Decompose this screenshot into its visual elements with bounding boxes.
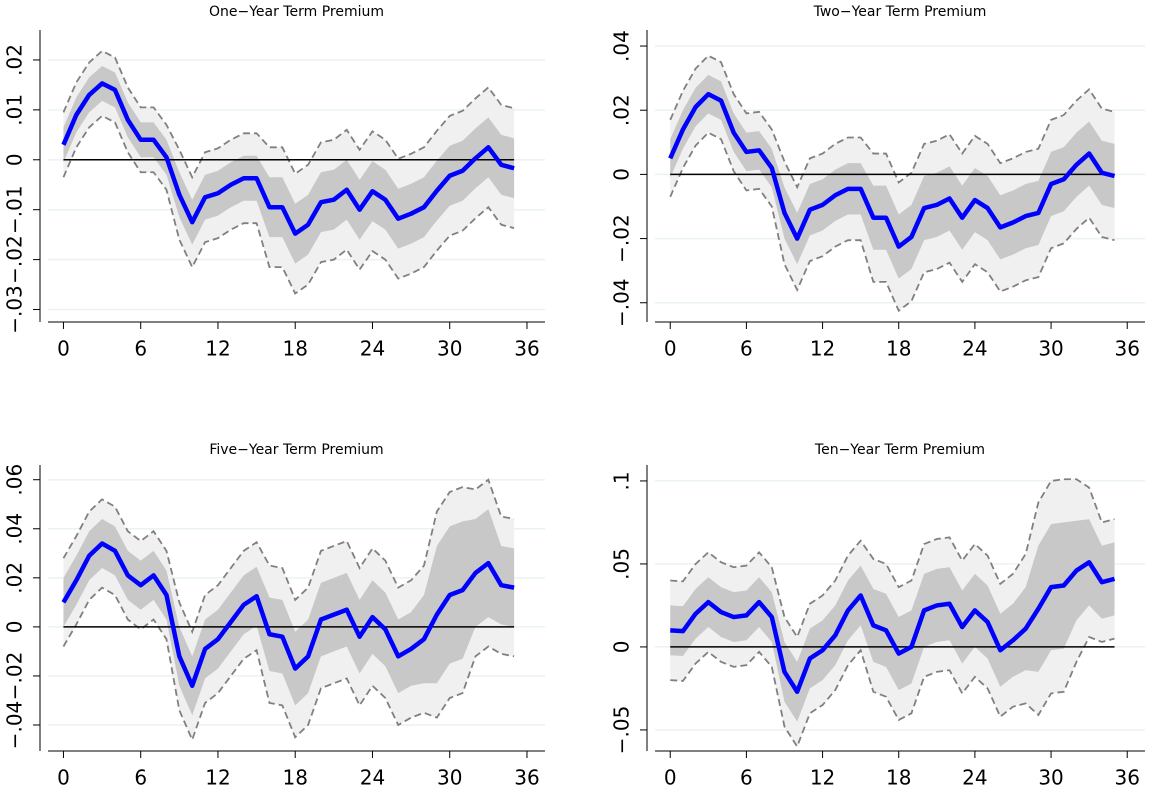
band-edge — [62, 478, 515, 635]
x-tick-label: 12 — [205, 337, 230, 361]
y-tick-label: .04 — [610, 30, 634, 62]
band-edge — [62, 114, 515, 295]
x-tick-label: 24 — [360, 766, 385, 790]
y-tick-label: .02 — [3, 44, 27, 76]
x-tick-label: 36 — [1115, 337, 1140, 361]
x-tick-label: 0 — [57, 337, 70, 361]
band-edge — [670, 635, 1115, 749]
x-tick-label: 24 — [360, 337, 385, 361]
confidence-band — [63, 65, 515, 264]
mean-line — [668, 91, 1116, 249]
mean-line — [670, 560, 1116, 694]
x-tick-label: 0 — [664, 766, 677, 790]
panel: One−Year Term Premium −.03−.02−.01 0 .01 .02… — [3, 4, 545, 361]
mean-line — [61, 81, 515, 236]
y-tick-label: .04 — [3, 513, 27, 545]
x-tick-label: 6 — [740, 337, 753, 361]
confidence-band — [63, 509, 515, 716]
y-tick-label: 0 — [3, 621, 27, 634]
y-tick-label: −.02 — [3, 652, 27, 701]
x-tick-label: 30 — [437, 337, 462, 361]
panel-title: Five−Year Term Premium — [209, 442, 383, 458]
band-edge — [669, 131, 1115, 313]
x-tick-label: 18 — [886, 337, 911, 361]
y-tick-label: .1 — [610, 471, 634, 490]
y-tick-label: −.04 — [610, 278, 634, 327]
panel-title: Ten−Year Term Premium — [814, 442, 985, 458]
x-tick-label: 0 — [664, 337, 677, 361]
x-tick-label: 36 — [514, 337, 539, 361]
y-tick-label: −.02 — [3, 235, 27, 284]
y-tick-label: .01 — [3, 94, 27, 126]
y-tick-label: −.03 — [3, 285, 27, 334]
x-tick-label: 6 — [134, 766, 147, 790]
x-tick-label: 12 — [810, 766, 835, 790]
x-tick-label: 12 — [205, 766, 230, 790]
x-tick-label: 18 — [282, 766, 307, 790]
band-edge — [670, 478, 1115, 639]
panel-title: Two−Year Term Premium — [813, 4, 987, 20]
x-tick-label: 6 — [134, 337, 147, 361]
confidence-band — [670, 519, 1115, 722]
mean-line — [61, 541, 515, 689]
x-tick-label: 36 — [514, 766, 539, 790]
y-tick-label: 0 — [3, 153, 27, 166]
y-tick-label: 0 — [610, 168, 634, 181]
x-tick-label: 24 — [962, 337, 987, 361]
y-tick-label: −.01 — [3, 185, 27, 234]
band-edge — [669, 54, 1115, 190]
band-edge — [62, 586, 515, 743]
y-tick-label: .05 — [610, 548, 634, 580]
x-tick-label: 12 — [810, 337, 835, 361]
panel: Ten−Year Term Premium −.05 0 .05 .1 0 6 12 18 24 3… — [610, 442, 1145, 790]
x-tick-label: 30 — [1038, 766, 1063, 790]
y-tick-label: .02 — [610, 94, 634, 126]
y-tick-label: −.04 — [3, 701, 27, 750]
x-tick-label: 18 — [282, 337, 307, 361]
y-tick-label: −.02 — [610, 214, 634, 263]
y-tick-label: .06 — [3, 464, 27, 496]
panel: Two−Year Term Premium −.04 −.02 0 .02 .04 0 6 12… — [610, 4, 1145, 361]
x-tick-label: 36 — [1115, 766, 1140, 790]
y-tick-label: −.05 — [610, 706, 634, 755]
x-tick-label: 18 — [886, 766, 911, 790]
x-tick-label: 6 — [740, 766, 753, 790]
x-tick-label: 0 — [57, 766, 70, 790]
x-tick-label: 24 — [962, 766, 987, 790]
panel: Five−Year Term Premium −.04−.02 0 .02 .04 .06… — [3, 442, 545, 790]
y-tick-label: .02 — [3, 562, 27, 594]
y-tick-label: 0 — [610, 641, 634, 654]
x-tick-label: 30 — [437, 766, 462, 790]
x-tick-label: 30 — [1038, 337, 1063, 361]
panel-title: One−Year Term Premium — [209, 4, 384, 20]
